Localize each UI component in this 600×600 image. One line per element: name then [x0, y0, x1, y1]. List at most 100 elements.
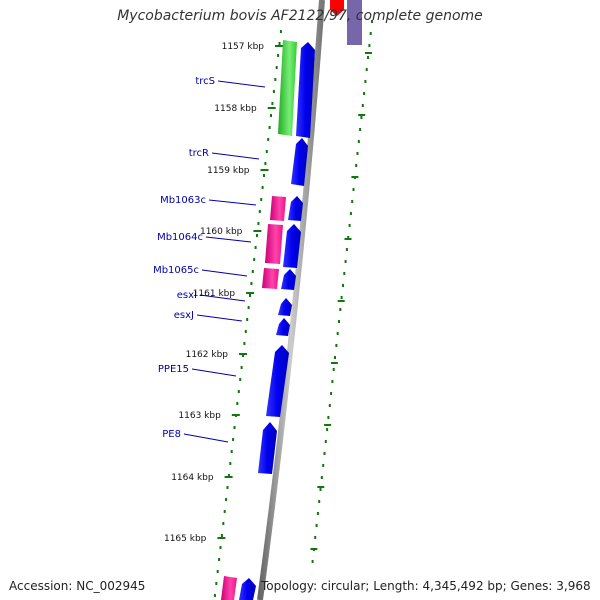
- inner-track-dot: [327, 416, 330, 419]
- inner-track-dot: [367, 56, 369, 59]
- inner-track-dot: [355, 164, 358, 167]
- inner-track-dot: [320, 476, 323, 479]
- gene-label-trcs[interactable]: trcS: [195, 76, 215, 87]
- track-dot: [239, 378, 242, 381]
- map-title: Mycobacterium bovis AF2122/97, complete …: [117, 8, 483, 24]
- inner-track-dot: [344, 260, 347, 263]
- gene-label-mb1064c[interactable]: Mb1064c: [157, 232, 203, 243]
- major-tick-mark: [231, 414, 240, 416]
- inner-track-dot: [360, 116, 363, 119]
- track-dot: [253, 258, 256, 261]
- trcS-gene-arrow: [278, 40, 297, 136]
- major-tick-mark: [275, 45, 283, 47]
- inner-tick-mark: [344, 238, 352, 240]
- track-dot: [257, 222, 260, 225]
- esxI-gene-arrow: [278, 298, 292, 316]
- inner-track-dot: [311, 560, 314, 563]
- track-dot: [237, 390, 240, 393]
- track-dot: [275, 66, 278, 69]
- gene-leader-line: [199, 294, 246, 302]
- inner-tick-mark: [330, 362, 338, 364]
- inner-track-dot: [331, 380, 334, 383]
- PE8-gene-arrow: [258, 422, 277, 474]
- inner-track-dot: [369, 32, 372, 35]
- inner-track-dot: [342, 284, 344, 287]
- track-dot: [247, 306, 250, 309]
- Mb1063c-partner-arrow: [288, 196, 303, 221]
- tick-label: 1157 kbp: [222, 42, 265, 52]
- inner-track-dot: [334, 356, 336, 359]
- inner-track-dot: [349, 212, 352, 215]
- inner-track: [310, 20, 373, 563]
- inner-track-dot: [371, 20, 373, 23]
- gene-label-trcr[interactable]: trcR: [189, 148, 209, 159]
- inner-track-dot: [345, 248, 348, 251]
- tick-track: [213, 30, 283, 597]
- inner-track-dot: [348, 224, 351, 227]
- inner-track-dot: [339, 308, 342, 311]
- track-dot: [232, 438, 235, 441]
- gene-label-ppe15[interactable]: PPE15: [158, 364, 189, 375]
- inner-track-dot: [315, 524, 318, 527]
- track-dot: [264, 162, 267, 165]
- gene-label-pe8[interactable]: PE8: [162, 429, 181, 440]
- gene-label-esxi[interactable]: esxI: [177, 290, 197, 301]
- tick-label: 1161 kbp: [193, 289, 236, 299]
- esxJ-gene-arrow: [276, 318, 290, 336]
- PPE15-gene-arrow: [266, 345, 289, 417]
- inner-tick-mark: [358, 114, 366, 116]
- inner-track-dot: [340, 296, 343, 299]
- gene-leader-line: [183, 433, 229, 443]
- gene-label-mb1063c[interactable]: Mb1063c: [160, 195, 206, 206]
- inner-track-dot: [368, 44, 371, 47]
- gene-leader-line: [217, 80, 266, 88]
- Mb1065c-gene-arrow: [262, 268, 279, 289]
- track-dot: [260, 198, 263, 201]
- inner-track-dot: [319, 488, 322, 491]
- track-dot: [254, 246, 257, 249]
- bottom-blue-gene-arrow: [239, 578, 256, 600]
- inner-tick-mark: [324, 424, 332, 426]
- inner-track-dot: [363, 92, 366, 95]
- track-dot: [265, 150, 268, 153]
- tick-label: 1162 kbp: [186, 350, 229, 360]
- top-purple-gene-block: [347, 0, 362, 45]
- track-dot: [249, 294, 251, 297]
- track-dot: [272, 90, 275, 93]
- inner-tick-mark: [351, 176, 359, 178]
- track-dot: [215, 582, 218, 585]
- gene-label-esxj[interactable]: esxJ: [174, 310, 194, 321]
- Mb1065c-partner-arrow: [281, 269, 296, 290]
- major-tick-mark: [260, 169, 269, 171]
- gene-leader-line: [208, 199, 257, 206]
- major-tick-mark: [253, 230, 262, 232]
- inner-track-dot: [332, 368, 335, 371]
- track-dot: [256, 234, 258, 237]
- track-dot: [213, 594, 216, 597]
- tick-label: 1163 kbp: [178, 411, 221, 421]
- tick-label: 1160 kbp: [200, 227, 243, 237]
- track-dot: [242, 354, 244, 357]
- track-dot: [233, 426, 236, 429]
- tick-label: 1164 kbp: [171, 473, 214, 483]
- track-dot: [222, 522, 225, 525]
- gene-label-mb1065c[interactable]: Mb1065c: [153, 265, 199, 276]
- track-dot: [236, 402, 239, 405]
- inner-track-dot: [326, 428, 329, 431]
- track-dot: [258, 210, 261, 213]
- major-tick-mark: [246, 292, 255, 294]
- track-dot: [219, 546, 222, 549]
- inner-track-dot: [318, 500, 321, 503]
- major-tick-mark: [217, 537, 226, 539]
- track-dot: [278, 42, 281, 45]
- track-dot: [270, 114, 272, 117]
- gene-leader-line: [205, 236, 252, 243]
- track-dot: [226, 486, 229, 489]
- track-dot: [218, 558, 221, 561]
- inner-track-dot: [359, 128, 362, 131]
- gene-leader-line: [201, 269, 248, 277]
- track-dot: [263, 174, 265, 177]
- track-dot: [277, 54, 280, 57]
- top-red-gene-arrow: [330, 0, 344, 16]
